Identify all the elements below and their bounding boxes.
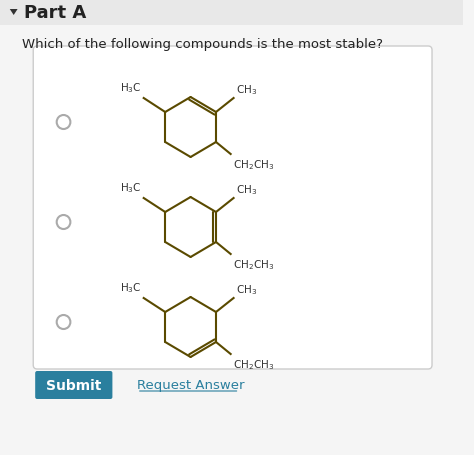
Text: H$_3$C: H$_3$C	[120, 81, 142, 95]
Text: H$_3$C: H$_3$C	[120, 281, 142, 294]
Text: Submit: Submit	[46, 378, 101, 392]
Text: CH$_3$: CH$_3$	[236, 183, 257, 197]
Text: CH$_2$CH$_3$: CH$_2$CH$_3$	[233, 258, 274, 271]
Text: CH$_2$CH$_3$: CH$_2$CH$_3$	[233, 357, 274, 371]
Text: Which of the following compounds is the most stable?: Which of the following compounds is the …	[21, 38, 383, 51]
Polygon shape	[10, 10, 18, 16]
Text: CH$_3$: CH$_3$	[236, 83, 257, 97]
FancyBboxPatch shape	[35, 371, 112, 399]
FancyBboxPatch shape	[33, 47, 432, 369]
Text: Request Answer: Request Answer	[137, 379, 244, 392]
Text: H$_3$C: H$_3$C	[120, 181, 142, 195]
FancyBboxPatch shape	[0, 0, 463, 26]
Text: Part A: Part A	[25, 4, 87, 22]
Text: CH$_3$: CH$_3$	[236, 283, 257, 296]
Text: CH$_2$CH$_3$: CH$_2$CH$_3$	[233, 157, 274, 172]
